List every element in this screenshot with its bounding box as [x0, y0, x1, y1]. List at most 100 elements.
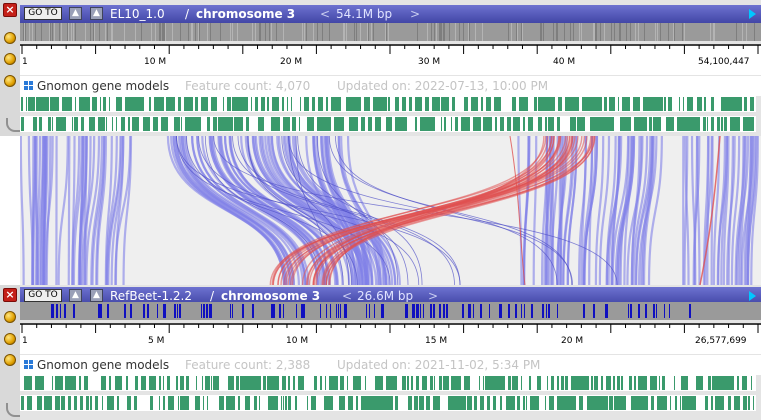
overview-feature-mark	[336, 304, 337, 318]
top-next-arrow[interactable]: >	[410, 7, 421, 21]
top-settings-dot-icon[interactable]	[4, 32, 16, 44]
overview-feature-mark	[406, 304, 407, 318]
gene-feature	[366, 396, 369, 410]
top-chromosome-name[interactable]: chromosome 3	[196, 7, 296, 21]
bottom-expand-arrow-icon[interactable]	[749, 291, 756, 301]
overview-feature-mark	[439, 304, 440, 318]
bottom-assembly-name[interactable]: RefBeet-1.2.2	[110, 289, 192, 303]
bottom-goto-button[interactable]: GO TO	[24, 289, 62, 302]
gene-feature	[156, 117, 158, 131]
top-track-dot-icon[interactable]	[4, 53, 16, 65]
overview-density-mark	[388, 23, 389, 41]
gene-feature	[433, 396, 434, 410]
bottom-next-arrow[interactable]: >	[428, 289, 439, 303]
gene-feature	[361, 396, 363, 410]
gene-feature	[392, 376, 394, 390]
gene-feature	[220, 117, 221, 131]
synteny-link	[67, 136, 71, 285]
bottom-gene-track-2[interactable]	[20, 395, 756, 411]
gene-feature	[207, 396, 208, 410]
top-expand-arrow-icon[interactable]	[749, 9, 756, 19]
gene-feature	[738, 396, 739, 410]
top-goto-button[interactable]: GO TO	[24, 7, 62, 20]
synteny-link	[522, 136, 530, 285]
top-gene-track-1[interactable]	[20, 96, 756, 112]
gene-feature	[272, 376, 275, 390]
gene-feature	[88, 396, 89, 410]
synteny-link	[191, 136, 307, 285]
gene-feature	[552, 97, 555, 111]
top-up-arrow-icon[interactable]: ▲	[69, 7, 82, 20]
bottom-settings-dot-icon[interactable]	[4, 311, 16, 323]
overview-feature-mark	[653, 304, 655, 318]
gene-feature	[543, 97, 546, 111]
gene-feature	[46, 97, 49, 111]
gene-feature	[295, 396, 296, 410]
gene-feature	[524, 117, 525, 131]
gene-feature	[224, 117, 226, 131]
top-track-name[interactable]: Gnomon gene models	[37, 79, 170, 93]
gene-feature	[549, 396, 551, 410]
top-up-arrow-icon-2[interactable]: ▲	[90, 7, 103, 20]
gene-feature	[118, 97, 120, 111]
gene-feature	[364, 97, 366, 111]
gene-feature	[150, 376, 153, 390]
overview-feature-mark	[98, 304, 100, 318]
gene-feature	[629, 376, 632, 390]
top-track-dot-icon-2[interactable]	[4, 75, 16, 87]
overview-density-mark	[635, 23, 636, 41]
track-grid-icon[interactable]	[24, 81, 33, 90]
bottom-track-dot-icon-2[interactable]	[4, 354, 16, 366]
bottom-chromosome-name[interactable]: chromosome 3	[221, 289, 321, 303]
gene-feature	[411, 376, 413, 390]
bottom-overview-bar[interactable]	[20, 302, 761, 320]
gene-feature	[517, 396, 518, 410]
overview-feature-mark	[326, 304, 327, 318]
top-gene-track-2[interactable]	[20, 116, 756, 132]
gene-feature	[395, 117, 396, 131]
gene-feature	[274, 117, 277, 131]
gene-feature	[270, 396, 271, 410]
overview-density-mark	[346, 23, 347, 41]
overview-feature-mark	[180, 304, 181, 318]
overview-density-mark	[444, 23, 445, 41]
gene-feature	[232, 97, 235, 111]
overview-feature-mark	[209, 304, 211, 318]
gene-feature	[429, 396, 430, 410]
bottom-track-name[interactable]: Gnomon gene models	[37, 358, 170, 372]
bottom-gene-track-1[interactable]	[20, 375, 756, 391]
bottom-up-arrow-icon[interactable]: ▲	[69, 289, 82, 302]
overview-density-mark	[614, 23, 615, 41]
bottom-panel-sidebar: ×	[0, 285, 20, 420]
gene-feature	[690, 117, 691, 131]
bottom-feature-count: Feature count: 2,388	[185, 358, 311, 372]
gene-feature	[540, 97, 543, 111]
bottom-track-dot-icon[interactable]	[4, 333, 16, 345]
top-overview-bar[interactable]	[20, 23, 761, 41]
bottom-prev-arrow[interactable]: <	[342, 289, 353, 303]
gene-feature	[722, 97, 725, 111]
top-prev-arrow[interactable]: <	[320, 7, 331, 21]
top-assembly-name[interactable]: EL10_1.0	[110, 7, 165, 21]
gene-feature	[548, 117, 549, 131]
gene-feature	[38, 396, 40, 410]
track-grid-icon[interactable]	[24, 360, 33, 369]
gene-feature	[336, 376, 338, 390]
gene-feature	[336, 117, 338, 131]
top-tick-label: 30 M	[418, 57, 441, 67]
overview-feature-mark	[163, 304, 165, 318]
gene-feature	[163, 117, 164, 131]
bottom-close-icon[interactable]: ×	[3, 288, 17, 302]
gene-feature	[539, 97, 540, 111]
gene-feature	[735, 97, 738, 111]
synteny-ribbon-view[interactable]	[20, 136, 761, 285]
gene-feature	[319, 117, 320, 131]
gene-feature	[292, 117, 295, 131]
overview-feature-mark	[179, 304, 180, 318]
bottom-up-arrow-icon-2[interactable]: ▲	[90, 289, 103, 302]
top-close-icon[interactable]: ×	[3, 3, 17, 17]
overview-feature-mark	[320, 304, 321, 318]
gene-feature	[48, 117, 50, 131]
gene-feature	[390, 117, 391, 131]
overview-feature-mark	[630, 304, 632, 318]
